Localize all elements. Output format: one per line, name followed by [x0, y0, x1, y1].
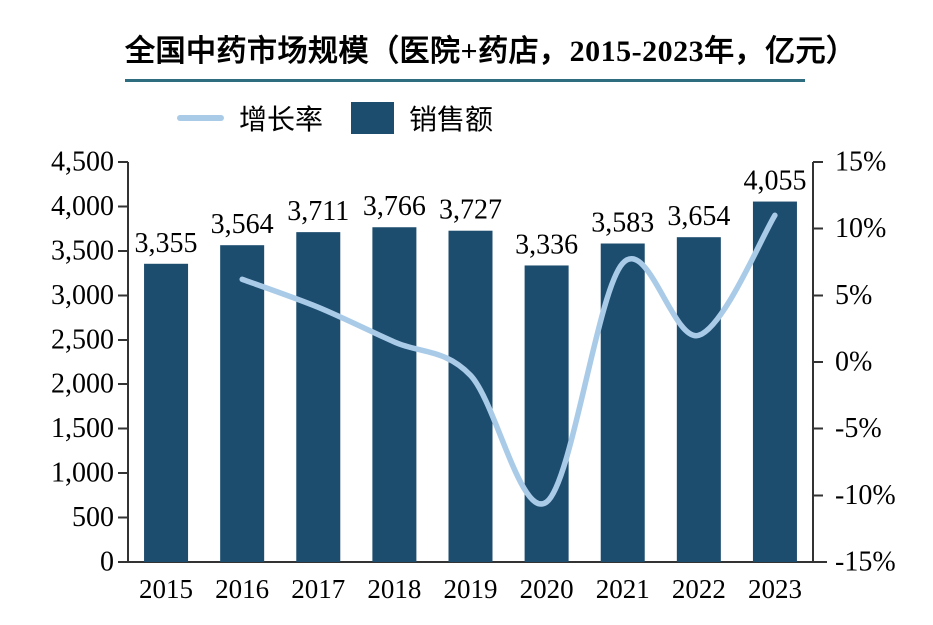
sales-value-label-2016: 3,564 [211, 209, 274, 240]
sales-value-label-2022: 3,654 [667, 201, 730, 232]
sales-bar-2015 [144, 263, 189, 562]
y-axis-right-tick-label: -15% [835, 547, 896, 578]
sales-value-label-2017: 3,711 [287, 196, 349, 227]
sales-bar-2020 [524, 265, 569, 562]
sales-bar-swatch [351, 102, 395, 134]
y-axis-right-tick-label: -10% [835, 480, 896, 511]
sales-value-label-2023: 4,055 [743, 166, 806, 197]
x-axis-label-2018: 2018 [367, 574, 421, 604]
y-axis-left-tick-label: 3,000 [51, 280, 114, 311]
sales-value-label-2018: 3,766 [363, 191, 426, 222]
x-axis-label-2021: 2021 [596, 574, 650, 604]
y-axis-right-tick-label: 5% [835, 280, 872, 311]
x-axis-label-2017: 2017 [291, 574, 345, 604]
y-axis-right-tick-label: -5% [835, 413, 882, 444]
y-axis-left-tick-label: 2,000 [51, 369, 114, 400]
y-axis-left-tick-label: 3,500 [51, 235, 114, 266]
x-axis-label-2022: 2022 [672, 574, 726, 604]
y-axis-left-tick-label: 500 [72, 502, 114, 533]
y-axis-left-tick-label: 1,500 [51, 413, 114, 444]
x-axis-label-2023: 2023 [748, 574, 802, 604]
y-axis-right-tick-label: 10% [835, 213, 886, 244]
sales-bar-2016 [220, 245, 265, 562]
sales-bar-2022 [676, 237, 721, 562]
sales-value-label-2019: 3,727 [439, 195, 502, 226]
chart-legend: 增长率 销售额 [177, 98, 493, 138]
y-axis-left-tick-label: 2,500 [51, 324, 114, 355]
sales-value-label-2021: 3,583 [591, 208, 654, 239]
x-axis-label-2015: 2015 [139, 574, 193, 604]
x-axis-label-2020: 2020 [520, 574, 574, 604]
sales-value-label-2015: 3,355 [135, 228, 198, 259]
sales-bar-2017 [296, 232, 341, 562]
y-axis-left-tick-label: 1,000 [51, 458, 114, 489]
x-axis-label-2016: 2016 [215, 574, 269, 604]
y-axis-left-tick-label: 4,500 [51, 147, 114, 178]
y-axis-right-tick-label: 0% [835, 347, 872, 378]
sales-value-label-2020: 3,336 [515, 229, 578, 260]
growth-rate-line [239, 212, 778, 507]
y-axis-right-tick-label: 15% [835, 147, 886, 178]
sales-bar-2023 [752, 201, 797, 563]
growth-rate-line-swatch [177, 115, 224, 121]
legend-label-growth-rate: 增长率 [239, 105, 324, 136]
y-axis-left-tick-label: 0 [100, 547, 114, 578]
sales-bar-2018 [372, 227, 417, 562]
y-axis-left-tick-label: 4,000 [51, 191, 114, 222]
legend-label-sales: 销售额 [409, 105, 494, 136]
chart-title: 全国中药市场规模（医院+药店，2015-2023年，亿元） [125, 26, 856, 82]
x-axis-label-2019: 2019 [444, 574, 498, 604]
